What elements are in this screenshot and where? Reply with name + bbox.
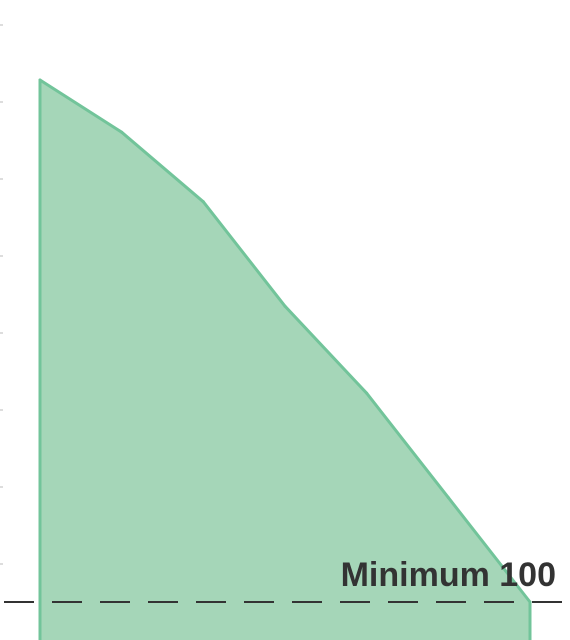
data-point: [39, 79, 42, 82]
data-point: [284, 305, 287, 308]
minimum-reference-label: Minimum 100: [341, 556, 556, 594]
data-point: [365, 392, 368, 395]
y-axis-ticks: [0, 25, 3, 564]
data-point: [120, 131, 123, 134]
data-point: [202, 200, 205, 203]
data-point: [447, 496, 450, 499]
data-point: [529, 601, 532, 604]
